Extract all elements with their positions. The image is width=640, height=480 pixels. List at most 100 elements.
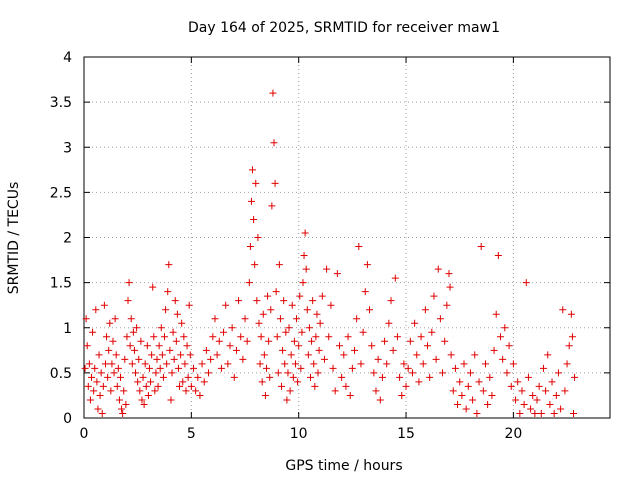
tick-layer: 0 0.5 1 1.5 2 2.5 3 3.5 4 0 5 10 15 20 bbox=[50, 50, 610, 442]
data-point bbox=[456, 378, 464, 386]
data-point bbox=[533, 396, 541, 404]
data-point bbox=[529, 391, 537, 399]
data-point bbox=[309, 297, 317, 305]
data-point bbox=[385, 319, 393, 327]
data-point bbox=[445, 270, 453, 278]
data-point bbox=[507, 382, 515, 390]
data-point bbox=[148, 351, 156, 359]
data-point bbox=[220, 328, 228, 336]
data-point bbox=[136, 387, 144, 395]
data-point bbox=[393, 333, 401, 341]
data-point bbox=[184, 373, 192, 381]
data-point bbox=[374, 355, 382, 363]
data-point bbox=[527, 405, 535, 413]
data-point bbox=[413, 351, 421, 359]
data-point bbox=[342, 382, 350, 390]
data-point bbox=[304, 351, 312, 359]
x-tick-label: 15 bbox=[397, 426, 415, 442]
data-point bbox=[391, 274, 399, 282]
x-axis-label: GPS time / hours bbox=[285, 458, 402, 474]
data-point bbox=[189, 364, 197, 372]
x-tick-label: 20 bbox=[504, 426, 522, 442]
data-point bbox=[331, 387, 339, 395]
data-point bbox=[280, 297, 288, 305]
data-point bbox=[348, 364, 356, 372]
data-point bbox=[355, 243, 363, 251]
data-point bbox=[303, 306, 311, 314]
data-point bbox=[522, 279, 530, 287]
data-point bbox=[116, 373, 124, 381]
data-point bbox=[124, 297, 132, 305]
data-point bbox=[381, 337, 389, 345]
data-point bbox=[246, 243, 254, 251]
data-point bbox=[202, 346, 210, 354]
data-point bbox=[361, 288, 369, 296]
data-point bbox=[226, 342, 234, 350]
data-point bbox=[462, 405, 470, 413]
data-point bbox=[211, 315, 219, 323]
data-point bbox=[308, 337, 316, 345]
data-point bbox=[460, 360, 468, 368]
data-point bbox=[253, 297, 261, 305]
data-point bbox=[129, 328, 137, 336]
data-point bbox=[249, 166, 257, 174]
data-point bbox=[112, 351, 120, 359]
data-point bbox=[475, 378, 483, 386]
y-axis-label: SRMTID / TECUs bbox=[6, 182, 22, 295]
data-point bbox=[514, 378, 522, 386]
data-point bbox=[139, 373, 147, 381]
data-point bbox=[490, 346, 498, 354]
data-point bbox=[134, 378, 142, 386]
data-point bbox=[387, 297, 395, 305]
x-tick-label: 0 bbox=[80, 426, 89, 442]
data-point bbox=[557, 405, 565, 413]
data-point bbox=[497, 333, 505, 341]
data-point bbox=[335, 342, 343, 350]
data-point bbox=[261, 391, 269, 399]
data-point bbox=[239, 355, 247, 363]
data-point bbox=[153, 355, 161, 363]
data-point bbox=[554, 369, 562, 377]
data-point bbox=[273, 333, 281, 341]
data-point bbox=[535, 382, 543, 390]
data-point bbox=[262, 364, 270, 372]
data-point bbox=[207, 355, 215, 363]
data-point bbox=[520, 400, 528, 408]
data-point bbox=[477, 243, 485, 251]
data-point bbox=[257, 333, 265, 341]
data-point bbox=[400, 360, 408, 368]
data-point bbox=[268, 202, 276, 210]
data-point bbox=[567, 310, 575, 318]
data-point bbox=[509, 360, 517, 368]
y-tick-label: 4 bbox=[63, 50, 72, 66]
data-point bbox=[237, 333, 245, 341]
data-point bbox=[274, 369, 282, 377]
data-point bbox=[466, 369, 474, 377]
data-point bbox=[181, 360, 189, 368]
data-point bbox=[158, 351, 166, 359]
data-point bbox=[222, 301, 230, 309]
data-point bbox=[439, 369, 447, 377]
y-tick-label: 2.5 bbox=[50, 185, 72, 201]
data-point bbox=[145, 364, 153, 372]
y-tick-label: 0.5 bbox=[50, 366, 72, 382]
data-point bbox=[137, 337, 145, 345]
data-point bbox=[135, 355, 143, 363]
data-point bbox=[164, 288, 172, 296]
data-point bbox=[359, 328, 367, 336]
chart-title: Day 164 of 2025, SRMTID for receiver maw… bbox=[188, 20, 500, 36]
data-point bbox=[441, 337, 449, 345]
data-point bbox=[488, 391, 496, 399]
data-point bbox=[255, 319, 263, 327]
data-point bbox=[92, 306, 100, 314]
data-point bbox=[110, 369, 118, 377]
data-point bbox=[119, 409, 127, 417]
data-point bbox=[428, 328, 436, 336]
data-point bbox=[289, 373, 297, 381]
data-point bbox=[105, 346, 113, 354]
data-point bbox=[537, 409, 545, 417]
data-point bbox=[121, 355, 129, 363]
data-point bbox=[114, 364, 122, 372]
data-point bbox=[318, 292, 326, 300]
data-point bbox=[426, 373, 434, 381]
